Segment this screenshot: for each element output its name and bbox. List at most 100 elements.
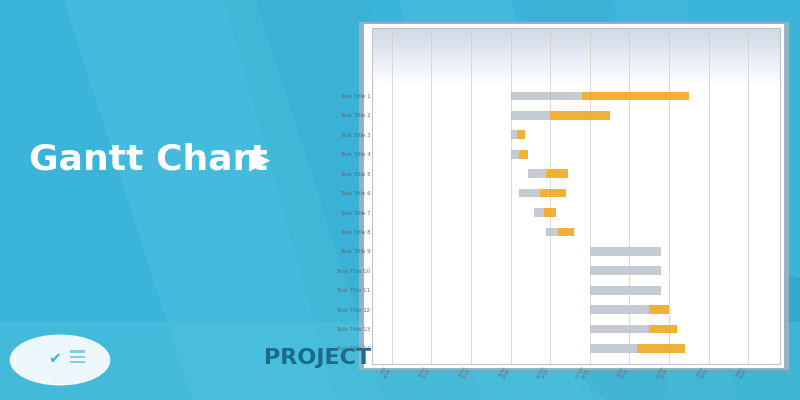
Bar bbox=[372, 64, 780, 65]
Bar bbox=[372, 79, 780, 80]
Bar bbox=[534, 208, 544, 217]
Bar bbox=[372, 61, 780, 62]
Bar bbox=[372, 32, 780, 33]
Bar bbox=[544, 208, 556, 217]
Bar bbox=[590, 266, 661, 275]
Bar bbox=[372, 77, 780, 78]
Polygon shape bbox=[616, 0, 736, 400]
Bar bbox=[372, 57, 780, 58]
Bar bbox=[372, 55, 780, 56]
Bar bbox=[372, 70, 780, 71]
Bar bbox=[518, 150, 529, 159]
Text: ✔: ✔ bbox=[48, 351, 61, 366]
Bar bbox=[590, 305, 650, 314]
Bar bbox=[372, 82, 780, 83]
Bar bbox=[372, 29, 780, 30]
Bar bbox=[364, 24, 784, 368]
Bar bbox=[372, 84, 780, 85]
Bar bbox=[372, 80, 780, 81]
Bar bbox=[372, 51, 780, 52]
Bar bbox=[510, 150, 518, 159]
Bar bbox=[372, 42, 780, 43]
Bar bbox=[372, 36, 780, 37]
Bar bbox=[372, 49, 780, 50]
Text: ▶: ▶ bbox=[250, 146, 270, 174]
Bar bbox=[372, 37, 780, 38]
Bar bbox=[372, 27, 780, 28]
Bar bbox=[510, 92, 582, 100]
Bar bbox=[0, 322, 800, 400]
Bar bbox=[372, 22, 780, 23]
Bar bbox=[590, 286, 661, 294]
Bar bbox=[638, 344, 685, 353]
Polygon shape bbox=[400, 0, 592, 400]
Bar bbox=[372, 67, 780, 68]
Bar bbox=[372, 34, 780, 35]
Bar bbox=[372, 66, 780, 67]
Bar bbox=[372, 41, 780, 42]
Bar bbox=[370, 29, 790, 373]
Bar bbox=[372, 30, 780, 31]
Polygon shape bbox=[224, 0, 480, 400]
Bar bbox=[372, 46, 780, 47]
Bar bbox=[372, 71, 780, 72]
Bar bbox=[372, 54, 780, 55]
Circle shape bbox=[576, 272, 800, 400]
Bar bbox=[372, 20, 780, 21]
Bar bbox=[372, 24, 780, 25]
Bar bbox=[372, 68, 780, 69]
Text: PROJECTPLANTEMPLATE.NET: PROJECTPLANTEMPLATE.NET bbox=[264, 348, 624, 368]
Bar bbox=[372, 18, 780, 19]
Bar bbox=[372, 35, 780, 36]
Bar bbox=[372, 83, 780, 84]
Bar bbox=[372, 33, 780, 34]
Bar bbox=[372, 23, 780, 24]
Bar bbox=[546, 169, 568, 178]
Bar bbox=[529, 169, 546, 178]
Bar bbox=[372, 58, 780, 59]
Bar bbox=[372, 59, 780, 60]
Bar bbox=[518, 189, 540, 198]
Bar bbox=[550, 111, 610, 120]
Bar bbox=[372, 62, 780, 63]
Bar bbox=[650, 325, 677, 334]
Polygon shape bbox=[64, 0, 384, 400]
Bar bbox=[372, 81, 780, 82]
Bar bbox=[372, 69, 780, 70]
Polygon shape bbox=[520, 0, 672, 400]
Bar bbox=[372, 72, 780, 73]
Bar bbox=[372, 53, 780, 54]
Bar bbox=[372, 75, 780, 76]
Bar bbox=[70, 356, 85, 358]
Bar bbox=[510, 130, 517, 139]
Bar bbox=[372, 76, 780, 77]
Bar bbox=[372, 25, 780, 26]
Bar bbox=[372, 74, 780, 75]
Bar bbox=[510, 111, 550, 120]
Bar bbox=[372, 56, 780, 57]
Bar bbox=[582, 92, 689, 100]
Bar bbox=[372, 60, 780, 61]
Bar bbox=[372, 44, 780, 45]
Text: Gantt Chart: Gantt Chart bbox=[29, 143, 267, 177]
Bar bbox=[372, 63, 780, 64]
Bar bbox=[372, 73, 780, 74]
Bar bbox=[590, 344, 638, 353]
Bar bbox=[546, 228, 558, 236]
Bar bbox=[517, 130, 525, 139]
Circle shape bbox=[10, 335, 110, 385]
Bar bbox=[359, 22, 789, 370]
Bar bbox=[372, 65, 780, 66]
Bar bbox=[372, 38, 780, 39]
Bar bbox=[558, 228, 574, 236]
Bar bbox=[70, 361, 85, 363]
Bar bbox=[650, 305, 669, 314]
Bar bbox=[70, 350, 85, 353]
Bar bbox=[372, 50, 780, 51]
Bar bbox=[372, 40, 780, 41]
Bar bbox=[372, 21, 780, 22]
Bar bbox=[372, 43, 780, 44]
Bar bbox=[372, 45, 780, 46]
Bar bbox=[372, 31, 780, 32]
Bar bbox=[372, 78, 780, 79]
